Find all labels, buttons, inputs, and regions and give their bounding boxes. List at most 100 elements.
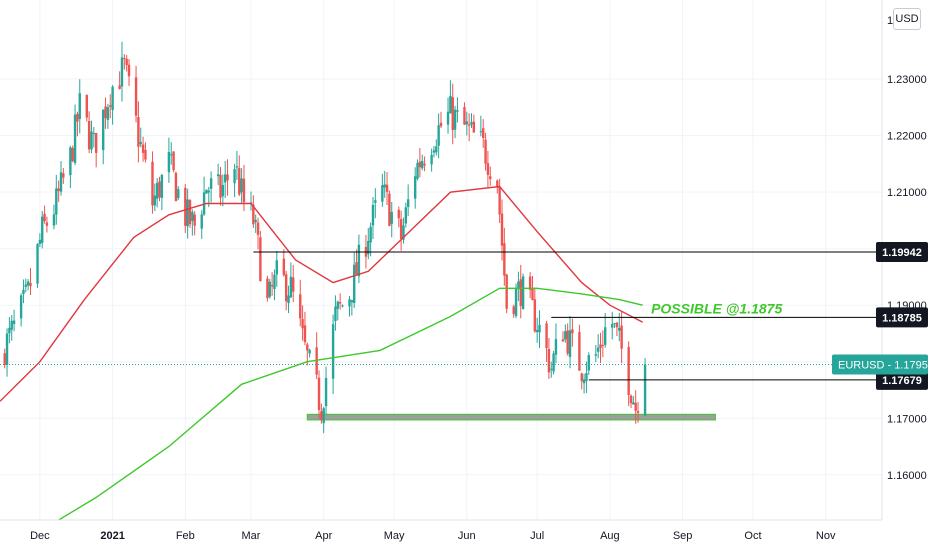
candle-body [533, 299, 537, 332]
candle-body [19, 295, 23, 319]
price-tick-label-partial: 1 [887, 15, 893, 27]
price-label-box [876, 307, 928, 328]
candle-body [334, 306, 337, 322]
candle-body [320, 411, 323, 421]
time-axis-background [0, 520, 932, 550]
candle-body [564, 331, 567, 340]
candle-body [62, 173, 65, 178]
candle-body [374, 200, 377, 203]
candle-body [486, 163, 490, 175]
candle-body [521, 276, 525, 310]
price-axis[interactable]: 1.160001.170001.180001.190001.200001.210… [881, 0, 932, 550]
candle-body [41, 216, 44, 243]
candle-body [275, 260, 278, 275]
candle-body [174, 172, 178, 202]
candle-body [301, 319, 304, 329]
candle-body [627, 346, 630, 396]
time-axis[interactable]: Dec 2021 Feb Mar Apr May Jun Jul Aug Sep Oct Nov [0, 519, 932, 550]
candle-body [223, 174, 227, 183]
price-tick-label: 1.22000 [887, 131, 927, 143]
price-axis-background [882, 0, 932, 550]
candle-body [5, 333, 9, 365]
last-price-value: 1.17952 [894, 359, 932, 371]
price-tick-label: 1.23000 [887, 74, 927, 86]
candle-body [512, 306, 515, 315]
candle-body [186, 199, 189, 227]
candle-body [566, 330, 569, 354]
candle-body [338, 302, 342, 304]
candlestick-series [3, 41, 647, 434]
candle-body [69, 147, 72, 176]
candle-body [402, 225, 405, 240]
candle-body [45, 222, 49, 226]
candle-body [240, 178, 243, 193]
candle-body [500, 213, 504, 246]
candle-body [353, 264, 356, 303]
candle-body [268, 281, 271, 297]
candle-body [371, 204, 375, 226]
candle-body [85, 94, 88, 118]
candle-body [92, 132, 96, 134]
time-tick-label: Jul [530, 530, 544, 542]
price-tick-label: 1.17000 [887, 413, 927, 425]
candle-body [390, 211, 393, 224]
candle-body [369, 226, 372, 243]
candle-body [155, 182, 159, 199]
candle-body [102, 109, 105, 151]
candle-body [219, 174, 222, 198]
candle-body [479, 131, 483, 133]
candle-body [514, 287, 518, 316]
candle-body [399, 219, 403, 239]
candle-body [381, 185, 384, 202]
candle-body [418, 161, 422, 168]
candle-body [397, 209, 400, 219]
candle-body [308, 349, 311, 354]
candle-body [341, 305, 344, 307]
price-label-box [876, 369, 928, 390]
candle-body [331, 324, 335, 379]
candle-body [151, 161, 154, 206]
candle-body [55, 188, 58, 215]
candle-body [299, 294, 302, 319]
candle-body [184, 187, 187, 226]
candle-body [643, 364, 647, 416]
candle-body [421, 160, 424, 169]
candle-body [355, 262, 358, 275]
candle-body [568, 330, 572, 357]
symbol-label: EURUSD [838, 359, 885, 371]
currency-button[interactable]: USD [893, 8, 921, 30]
candle-body [587, 355, 590, 371]
candle-body [571, 329, 574, 334]
candle-body [596, 347, 600, 352]
support-zone-rect [306, 413, 716, 421]
price-label-text: 1.17679 [882, 375, 922, 387]
candle-body [273, 274, 276, 289]
candle-body [125, 58, 128, 66]
annotation-layer: POSSIBLE @1.1875 [651, 301, 782, 317]
candle-body [413, 176, 417, 199]
time-tick-label: Oct [744, 530, 761, 542]
candle-body [207, 190, 210, 193]
time-tick-label: Apr [315, 530, 332, 542]
candle-body [57, 188, 60, 192]
candle-body [451, 97, 454, 131]
time-tick-label: Feb [176, 530, 195, 542]
time-tick-label: Dec [30, 530, 50, 542]
candle-body [233, 169, 236, 184]
candle-body [193, 214, 196, 226]
candle-body [90, 131, 93, 150]
candle-body [439, 122, 443, 127]
candle-body [160, 175, 164, 198]
candle-body [8, 327, 11, 334]
candle-body [78, 93, 81, 120]
candle-body [118, 85, 121, 89]
time-tick-label: May [384, 530, 405, 542]
candle-body [467, 124, 471, 126]
horizontal-lines-layer[interactable] [0, 251, 882, 381]
candle-body [120, 57, 124, 87]
candle-body [611, 324, 614, 328]
last-price-label-text: EURUSD - 1.17952 [838, 359, 932, 371]
candle-body [158, 181, 161, 198]
